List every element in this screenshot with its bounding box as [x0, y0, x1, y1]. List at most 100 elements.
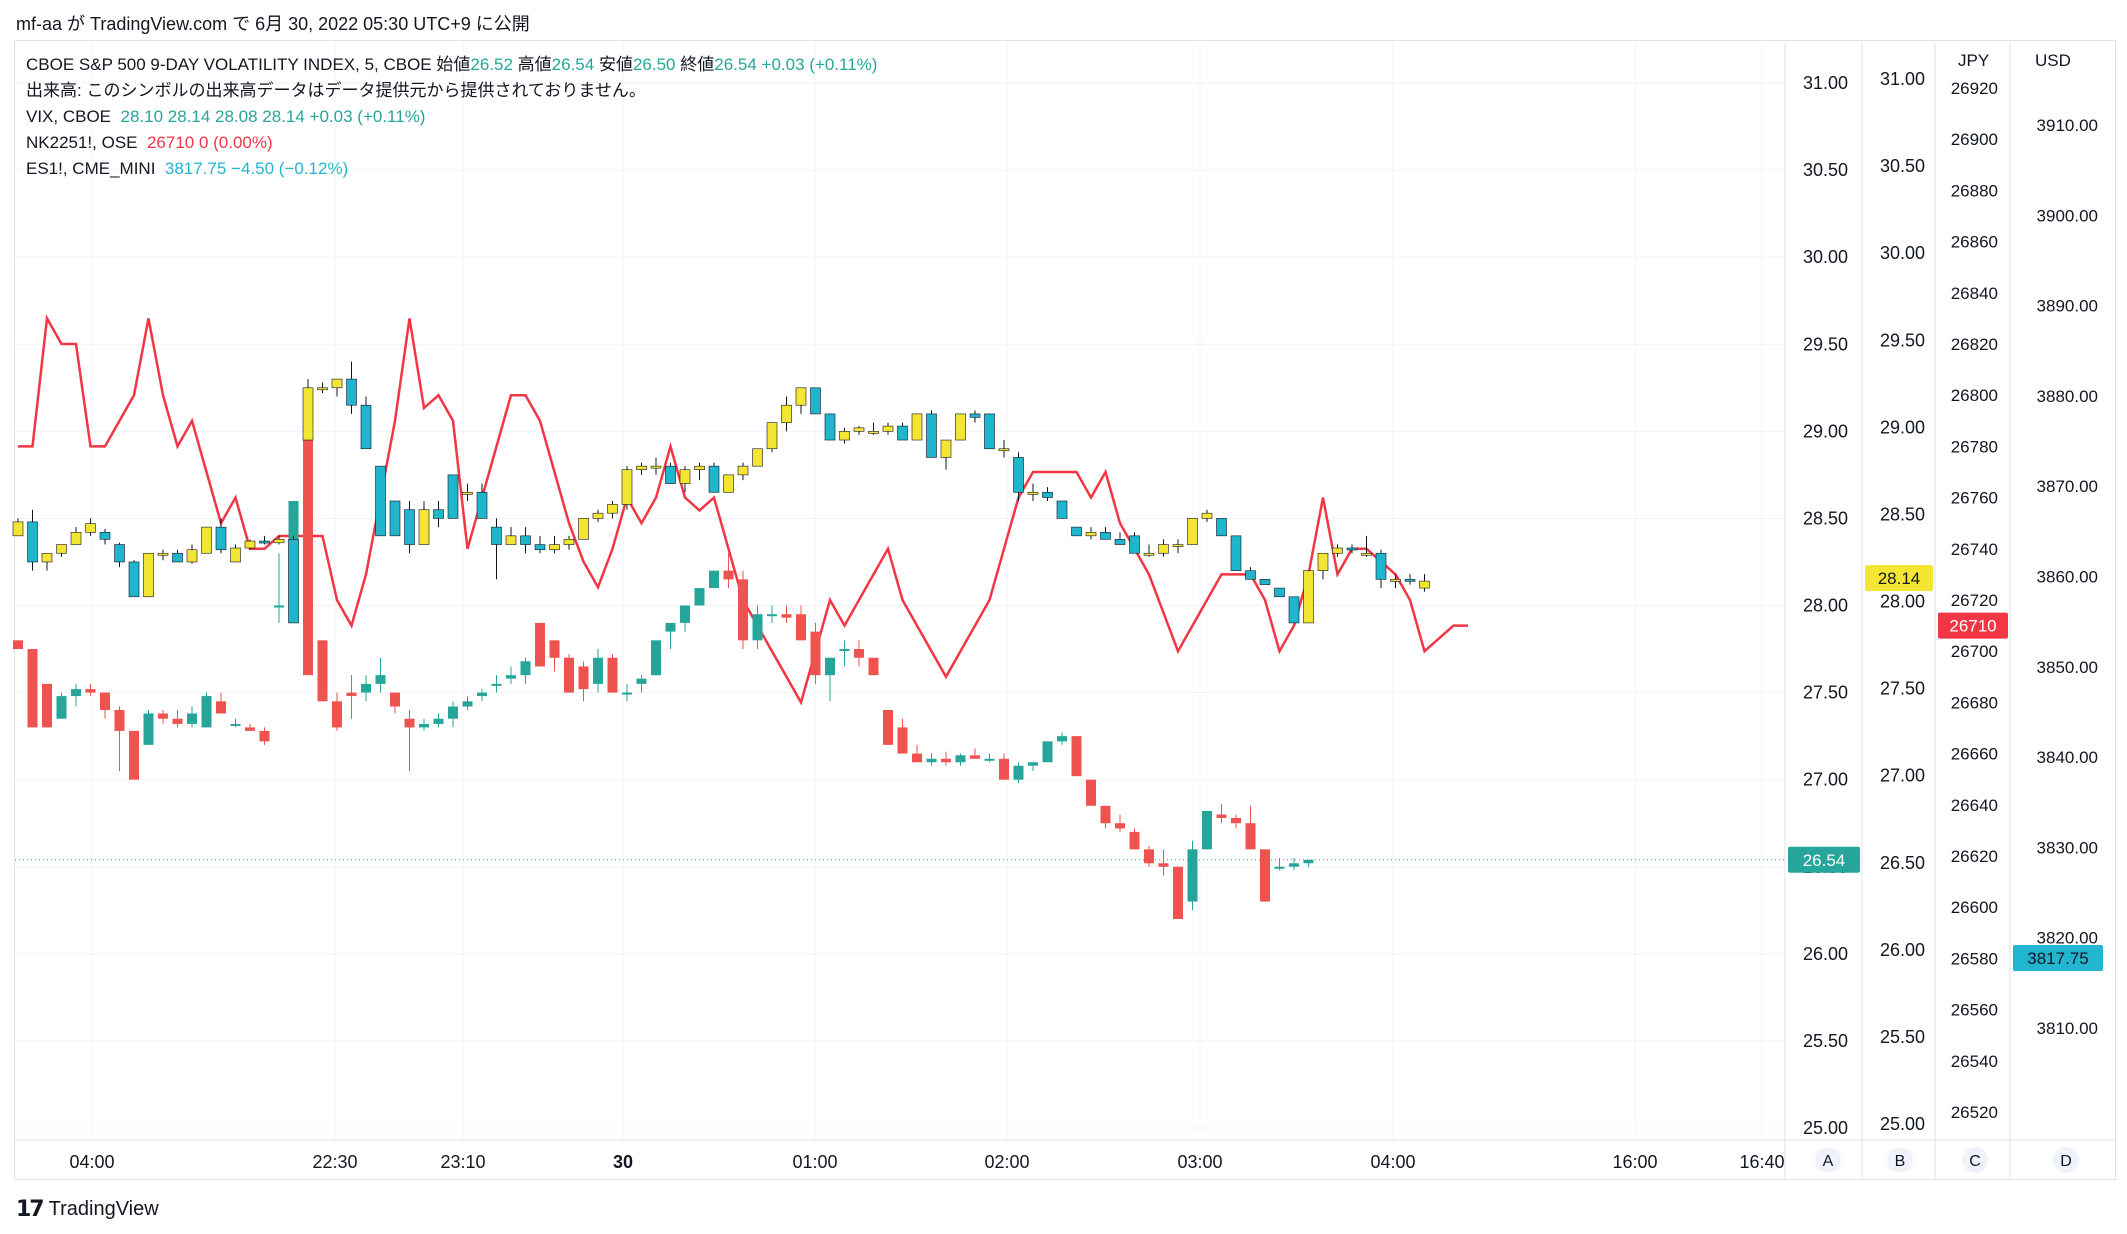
axis-a-tick: 29.50: [1803, 334, 1848, 354]
vix9d-candle-body: [187, 713, 197, 724]
vix9d-candle-body: [926, 758, 937, 763]
vix-candle-body: [1216, 518, 1227, 537]
vix9d-candle-body: [520, 661, 531, 676]
vix9d-candle-body: [680, 605, 690, 623]
axis-d-tick: 3810.00: [2037, 1019, 2098, 1038]
legend-nk-label[interactable]: NK2251!, OSE: [26, 133, 138, 152]
vix9d-candle-body: [71, 689, 81, 697]
vix9d-candle-body: [767, 614, 777, 617]
axis-b-tick: 30.00: [1880, 243, 1925, 263]
vix-candle-body: [737, 465, 749, 476]
axis-d-tick: 3900.00: [2037, 206, 2098, 225]
vix9d-candle-body: [781, 614, 792, 618]
vix-candle-body: [752, 448, 763, 467]
axis-c-tick: 26600: [1951, 898, 1998, 917]
vix-candle-body: [810, 387, 821, 415]
vix9d-candle-body: [419, 723, 429, 728]
vix-candle-body: [897, 425, 908, 441]
footer-brand[interactable]: TradingView: [48, 1197, 159, 1220]
axis-c-tick: 26760: [1951, 489, 1998, 508]
vix9d-candle-body: [491, 683, 502, 686]
vix9d-candle-body: [346, 692, 357, 697]
axis-c-last-label: 26710: [1949, 617, 1996, 636]
vix-candle-body: [1056, 500, 1068, 519]
vix-candle-body: [549, 544, 560, 551]
vix-candle-body: [1042, 491, 1053, 498]
vix9d-candle-body: [883, 710, 893, 745]
vix-candle-body: [462, 491, 473, 495]
axis-b-last-label: 28.14: [1878, 569, 1921, 588]
vix-candle-body: [230, 547, 241, 563]
axis-a-last-label: 26.54: [1803, 851, 1846, 870]
vix9d-candle-body: [709, 570, 719, 589]
vix9d-candle-body: [651, 640, 661, 676]
vix-candle-body: [476, 491, 488, 519]
vix-candle-body: [520, 535, 531, 545]
vix-candle-body: [607, 504, 618, 514]
axis-letter: C: [1969, 1153, 1981, 1170]
legend-main-symbol[interactable]: CBOE S&P 500 9-DAY VOLATILITY INDEX, 5, …: [26, 55, 432, 74]
vix-candle-body: [1288, 596, 1300, 624]
vix9d-candle-body: [1202, 811, 1212, 850]
vix9d-candle-body: [448, 706, 458, 719]
footer: 𝟭𝟳 TradingView: [16, 1196, 159, 1222]
vix9d-candle-body: [317, 640, 328, 702]
vix9d-candle-body: [216, 701, 226, 714]
vix-candle-body: [157, 552, 169, 556]
axis-c-tick: 26700: [1951, 642, 1998, 661]
vix9d-candle-body: [738, 579, 748, 641]
vix-candle-body: [346, 378, 357, 406]
vix-candle-body: [447, 474, 459, 519]
vix9d-candle-body: [1071, 736, 1082, 777]
vix-candle-body: [1274, 587, 1285, 598]
vix-candle-body: [404, 509, 415, 545]
vix9d-candle-body: [303, 431, 313, 676]
axis-c-tick: 26620: [1951, 847, 1998, 866]
x-tick-label: 22:30: [312, 1152, 357, 1172]
vix9d-candle-body: [27, 649, 38, 728]
vix-candle-body: [99, 532, 111, 540]
axis-c-tick: 26820: [1951, 335, 1998, 354]
axis-c-tick: 26920: [1951, 79, 1998, 98]
vix-candle-body: [70, 532, 82, 545]
legend-vix-label[interactable]: VIX, CBOE: [26, 107, 112, 126]
vix9d-candle-body: [201, 696, 212, 728]
axis-c-tick: 26660: [1951, 745, 1998, 764]
x-tick-label: 23:10: [440, 1152, 485, 1172]
vix9d-candle-body: [636, 678, 647, 684]
axis-a-tick: 25.00: [1803, 1118, 1848, 1138]
axis-c-tick: 26680: [1951, 693, 1998, 712]
axis-c-tick: 26880: [1951, 181, 1998, 200]
vix9d-candle-body: [85, 689, 96, 693]
legend-high-label: 高値: [517, 55, 552, 74]
tradingview-logo-icon[interactable]: 𝟭𝟳: [16, 1196, 45, 1221]
vix-candle-body: [911, 413, 923, 441]
axis-a-tick: 31.00: [1803, 73, 1848, 93]
vix-candle-body: [1172, 544, 1184, 547]
vix-candle-body: [114, 544, 125, 563]
axis-a-tick: 30.00: [1803, 247, 1848, 267]
vix9d-candle-body: [622, 692, 632, 695]
axis-a-tick: 27.50: [1803, 683, 1848, 703]
legend-es-label[interactable]: ES1!, CME_MINI: [26, 159, 156, 178]
axis-b-tick: 27.00: [1880, 766, 1925, 786]
vix9d-candle-body: [1274, 866, 1285, 869]
vix-candle-body: [853, 427, 865, 432]
axis-a-tick: 27.00: [1803, 770, 1848, 790]
vix-candle-body: [1071, 526, 1082, 537]
legend-nk-values: 26710 0 (0.00%): [146, 133, 273, 152]
vix-candle-body: [766, 422, 778, 450]
vix-candle-body: [288, 539, 299, 624]
axis-d-tick: 3840.00: [2037, 748, 2098, 767]
vix9d-candle-body: [1216, 814, 1227, 818]
vix-candle-body: [1143, 552, 1155, 556]
legend-vix-row: VIX, CBOE 28.10 28.14 28.08 28.14 +0.03 …: [26, 104, 877, 130]
axis-b-tick: 26.50: [1880, 853, 1925, 873]
vix-candle-body: [1404, 579, 1416, 582]
vix9d-candle-body: [723, 570, 734, 580]
x-tick-label: 03:00: [1177, 1152, 1222, 1172]
vix9d-candle-body: [114, 710, 125, 731]
vix-candle-body: [650, 465, 662, 469]
axis-c-unit: JPY: [1958, 51, 1989, 70]
